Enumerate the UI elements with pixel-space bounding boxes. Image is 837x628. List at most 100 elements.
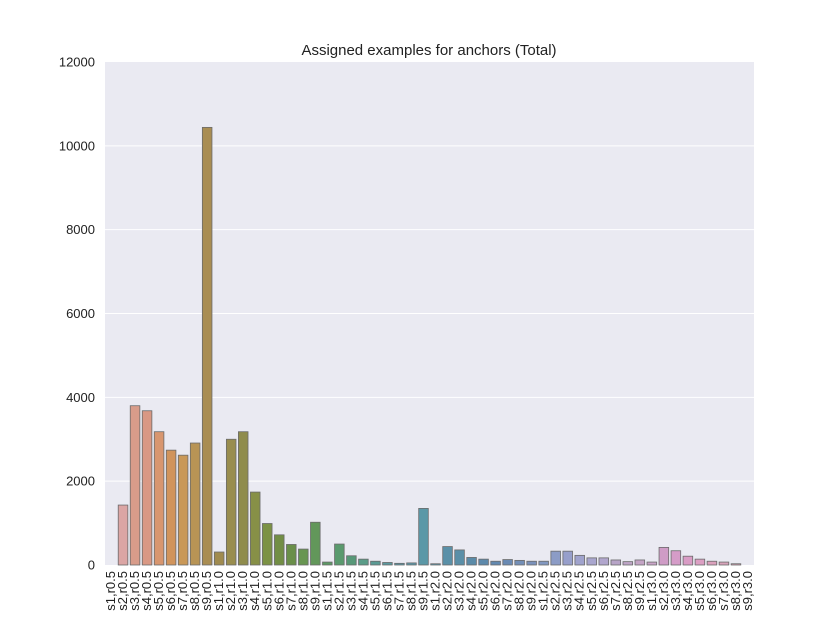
bar bbox=[622, 561, 634, 566]
bar bbox=[466, 557, 477, 566]
x-tick-label: s1,r2.0 bbox=[428, 571, 443, 611]
bar bbox=[454, 549, 465, 566]
bar bbox=[718, 561, 730, 566]
bar bbox=[634, 559, 646, 566]
bar bbox=[550, 550, 561, 566]
x-tick-label: s1,r1.0 bbox=[211, 571, 226, 611]
x-tick-label: s6,r1.5 bbox=[379, 571, 394, 611]
bar bbox=[562, 550, 573, 566]
x-tick-label: s2,r3.0 bbox=[656, 571, 671, 611]
x-tick-label: s3,r1.0 bbox=[235, 571, 250, 611]
x-tick-label: s2,r1.5 bbox=[331, 571, 346, 611]
y-axis-tick-labels: 0 2000 4000 6000 8000 10000 12000 bbox=[59, 55, 95, 573]
bar bbox=[189, 442, 201, 566]
bar bbox=[322, 561, 333, 566]
x-tick-label: s2,r0.5 bbox=[115, 571, 130, 611]
bar bbox=[670, 550, 682, 566]
x-tick-label: s7,r2.5 bbox=[608, 571, 623, 611]
bar bbox=[586, 557, 597, 566]
bar bbox=[490, 560, 501, 566]
bar bbox=[298, 548, 309, 566]
x-tick-label: s5,r2.0 bbox=[476, 571, 491, 611]
x-tick-label: s1,r3.0 bbox=[644, 571, 659, 611]
bar bbox=[730, 563, 742, 566]
bar bbox=[514, 559, 525, 566]
y-tick-label: 2000 bbox=[66, 474, 95, 489]
x-tick-label: s2,r1.0 bbox=[223, 571, 238, 611]
x-axis-tick-labels: s1,r0.5s2,r0.5s3,r0.5s4,r0.5s5,r0.5s6,r0… bbox=[103, 571, 755, 611]
x-tick-label: s9,r0.5 bbox=[199, 571, 214, 611]
bar bbox=[250, 491, 261, 566]
bar bbox=[201, 126, 213, 566]
x-tick-label: s3,r3.0 bbox=[668, 571, 683, 611]
x-tick-label: s6,r3.0 bbox=[704, 571, 719, 611]
bar bbox=[225, 438, 237, 566]
bar bbox=[442, 546, 453, 566]
x-tick-label: s1,r2.5 bbox=[536, 571, 551, 611]
x-tick-label: s9,r3.0 bbox=[740, 571, 755, 611]
x-tick-label: s6,r2.0 bbox=[488, 571, 503, 611]
y-tick-label: 12000 bbox=[59, 55, 95, 70]
gridlines bbox=[105, 145, 754, 482]
x-tick-label: s9,r2.5 bbox=[632, 571, 647, 611]
bar bbox=[694, 558, 706, 566]
x-tick-label: s5,r3.0 bbox=[692, 571, 707, 611]
bar bbox=[117, 504, 129, 566]
bar bbox=[382, 562, 393, 566]
x-tick-label: s7,r1.0 bbox=[283, 571, 298, 611]
bar bbox=[238, 431, 249, 566]
bar bbox=[129, 405, 141, 566]
x-tick-label: s4,r2.5 bbox=[572, 571, 587, 611]
y-tick-label: 8000 bbox=[66, 222, 95, 237]
bar bbox=[598, 557, 609, 566]
bar bbox=[706, 560, 718, 566]
bar bbox=[658, 546, 670, 566]
bar bbox=[610, 559, 621, 566]
bar bbox=[262, 523, 273, 566]
y-tick-label: 0 bbox=[88, 558, 95, 573]
x-tick-label: s1,r0.5 bbox=[103, 571, 118, 611]
x-tick-label: s5,r2.5 bbox=[584, 571, 599, 611]
x-tick-label: s6,r0.5 bbox=[163, 571, 178, 611]
x-tick-label: s8,r1.0 bbox=[295, 571, 310, 611]
bar bbox=[394, 562, 405, 566]
bar bbox=[538, 560, 549, 566]
bar bbox=[646, 561, 658, 566]
bar-series bbox=[117, 126, 742, 566]
x-tick-label: s5,r1.5 bbox=[367, 571, 382, 611]
x-tick-label: s9,r1.5 bbox=[415, 571, 430, 611]
bar bbox=[574, 554, 585, 566]
x-tick-label: s7,r1.5 bbox=[391, 571, 406, 611]
x-tick-label: s8,r2.5 bbox=[620, 571, 635, 611]
bar bbox=[177, 454, 189, 566]
bar bbox=[274, 534, 285, 566]
bar bbox=[370, 560, 381, 566]
x-tick-label: s2,r2.5 bbox=[548, 571, 563, 611]
bar bbox=[141, 410, 153, 566]
x-tick-label: s4,r3.0 bbox=[680, 571, 695, 611]
x-tick-label: s4,r2.0 bbox=[464, 571, 479, 611]
x-tick-label: s3,r0.5 bbox=[127, 571, 142, 611]
bar bbox=[430, 563, 441, 566]
x-tick-label: s7,r0.5 bbox=[175, 571, 190, 611]
y-tick-label: 10000 bbox=[59, 138, 95, 153]
x-tick-label: s6,r1.0 bbox=[271, 571, 286, 611]
bar bbox=[213, 551, 225, 566]
x-tick-label: s4,r1.5 bbox=[355, 571, 370, 611]
chart-title: Assigned examples for anchors (Total) bbox=[301, 42, 556, 59]
bar bbox=[418, 508, 429, 566]
x-tick-label: s6,r2.5 bbox=[596, 571, 611, 611]
bar bbox=[682, 555, 694, 566]
x-tick-label: s3,r2.5 bbox=[560, 571, 575, 611]
x-tick-label: s3,r2.0 bbox=[452, 571, 467, 611]
y-tick-label: 4000 bbox=[66, 390, 95, 405]
x-tick-label: s7,r2.0 bbox=[500, 571, 515, 611]
bar bbox=[526, 560, 537, 566]
bar bbox=[502, 559, 513, 566]
bar bbox=[406, 562, 417, 566]
x-tick-label: s7,r3.0 bbox=[716, 571, 731, 611]
bar bbox=[478, 558, 489, 566]
x-tick-label: s8,r0.5 bbox=[187, 571, 202, 611]
bar bbox=[165, 449, 177, 566]
